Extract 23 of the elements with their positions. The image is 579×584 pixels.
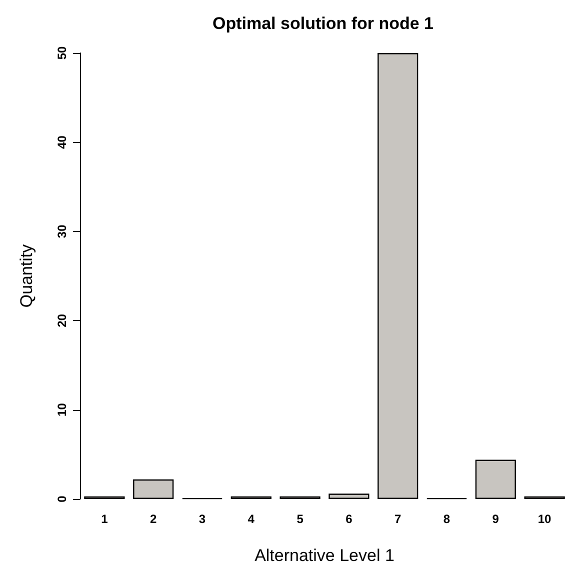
y-tick-label: 20 <box>55 314 69 328</box>
x-tick-label: 3 <box>198 512 206 526</box>
x-tick-label: 10 <box>538 512 552 526</box>
x-tick-label: 5 <box>296 512 304 526</box>
bar <box>475 460 516 499</box>
x-tick-label: 9 <box>492 512 500 526</box>
x-tick-label: 8 <box>443 512 450 526</box>
x-tick-label: 1 <box>101 512 108 526</box>
y-tick-label: 40 <box>55 135 69 149</box>
bar <box>328 494 370 499</box>
y-tick-label: 30 <box>55 224 69 238</box>
y-tick-label: 0 <box>55 495 69 502</box>
x-tick-label: 6 <box>346 512 353 526</box>
x-tick-label: 2 <box>150 512 158 526</box>
y-tick-label: 10 <box>55 402 69 416</box>
chart-title: Optimal solution for node 1 <box>212 14 434 33</box>
y-axis-title: Quantity <box>17 244 36 308</box>
x-axis-title: Alternative Level 1 <box>254 546 394 565</box>
x-tick-label: 7 <box>394 512 402 526</box>
x-tick-label: 4 <box>248 512 255 526</box>
y-tick-label: 50 <box>55 46 69 60</box>
bar <box>133 479 174 499</box>
bar <box>378 53 418 499</box>
